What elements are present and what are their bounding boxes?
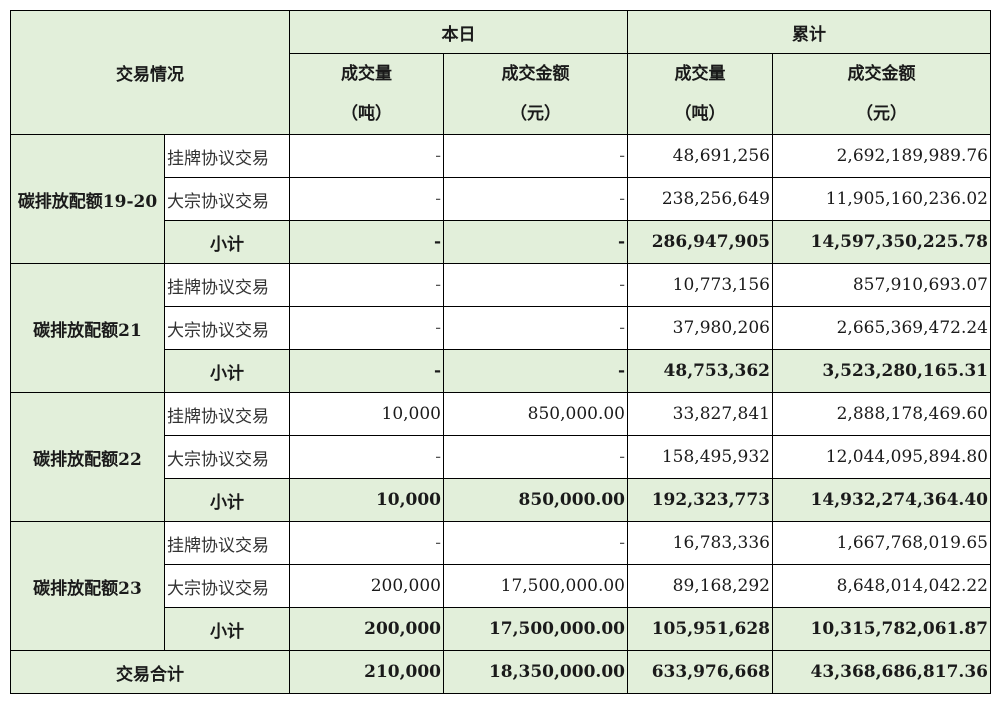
today-volume-cell: 10,000 (289, 478, 444, 522)
today-amount-cell: 850,000.00 (443, 478, 628, 522)
today-volume-cell: 200,000 (289, 564, 444, 608)
today-amount-cell: - (443, 263, 628, 307)
today-amount-cell: - (443, 177, 628, 221)
header-cum-amount-label: 成交金额 (847, 64, 916, 84)
today-amount-cell: - (443, 134, 628, 178)
total-label: 交易合计 (10, 650, 290, 694)
today-volume-cell: 200,000 (289, 607, 444, 651)
table-row: 碳排放配额21 挂牌协议交易 - - 10,773,156 857,910,69… (10, 263, 991, 393)
subtotal-label: 小计 (164, 220, 290, 264)
subtotal-label: 小计 (164, 349, 290, 393)
cum-amount-cell: 11,905,160,236.02 (772, 177, 991, 221)
table-row: 大宗协议交易 200,000 17,500,000.00 89,168,292 … (11, 564, 991, 608)
today-amount-cell: - (443, 220, 628, 264)
header-today-volume-label: 成交量 (341, 64, 392, 84)
subtotal-row: 小计 200,000 17,500,000.00 105,951,628 10,… (11, 607, 991, 651)
header-cum-amount: 成交金额 （元） (772, 53, 991, 135)
today-volume-cell: 10,000 (289, 392, 444, 436)
cum-volume-cell: 192,323,773 (627, 478, 773, 522)
today-volume-cell: - (289, 177, 444, 221)
cum-amount-cell: 2,665,369,472.24 (772, 306, 991, 350)
cum-amount-cell: 3,523,280,165.31 (772, 349, 991, 393)
cum-amount-cell: 2,888,178,469.60 (772, 392, 991, 436)
total-today-amount: 18,350,000.00 (443, 650, 628, 694)
method-cell: 大宗协议交易 (164, 177, 290, 221)
today-amount-cell: 17,500,000.00 (443, 564, 628, 608)
product-cell: 碳排放配额21 (10, 263, 165, 393)
table-row: 碳排放配额23 挂牌协议交易 - - 16,783,336 1,667,768,… (10, 521, 991, 651)
today-volume-cell: - (289, 263, 444, 307)
total-today-volume: 210,000 (289, 650, 444, 694)
cum-amount-cell: 12,044,095,894.80 (772, 435, 991, 479)
product-cell: 碳排放配额19-20 (10, 134, 165, 264)
cum-volume-cell: 37,980,206 (627, 306, 773, 350)
cum-volume-cell: 16,783,336 (627, 521, 773, 565)
today-amount-cell: - (443, 521, 628, 565)
header-today-amount-unit: （元） (510, 104, 561, 124)
subtotal-row: 小计 - - 286,947,905 14,597,350,225.78 (11, 220, 991, 264)
table-row: 碳排放配额22 挂牌协议交易 10,000 850,000.00 33,827,… (10, 392, 991, 522)
total-cum-amount: 43,368,686,817.36 (772, 650, 991, 694)
today-amount-cell: 17,500,000.00 (443, 607, 628, 651)
header-trading-status: 交易情况 (10, 10, 290, 135)
cum-amount-cell: 2,692,189,989.76 (772, 134, 991, 178)
header-cum-volume: 成交量 （吨） (627, 53, 773, 135)
method-cell: 挂牌协议交易 (164, 521, 290, 565)
cum-volume-cell: 48,753,362 (627, 349, 773, 393)
subtotal-label: 小计 (164, 607, 290, 651)
table-row: 大宗协议交易 - - 238,256,649 11,905,160,236.02 (11, 177, 991, 221)
cum-amount-cell: 1,667,768,019.65 (772, 521, 991, 565)
method-cell: 大宗协议交易 (164, 435, 290, 479)
header-today-volume-unit: （吨） (341, 104, 392, 124)
cum-amount-cell: 14,932,274,364.40 (772, 478, 991, 522)
header-today-amount-label: 成交金额 (501, 64, 570, 84)
today-volume-cell: - (289, 134, 444, 178)
product-cell: 碳排放配额23 (10, 521, 165, 651)
today-volume-cell: - (289, 306, 444, 350)
header-today-amount: 成交金额 （元） (443, 53, 628, 135)
table-row: 大宗协议交易 - - 37,980,206 2,665,369,472.24 (11, 306, 991, 350)
method-cell: 挂牌协议交易 (164, 134, 290, 178)
cum-amount-cell: 857,910,693.07 (772, 263, 991, 307)
carbon-trading-table: 交易情况 本日 累计 成交量 （吨） 成交金额 （元） 成交量 （吨） 成交金额… (10, 10, 991, 694)
today-volume-cell: - (289, 435, 444, 479)
cum-amount-cell: 8,648,014,042.22 (772, 564, 991, 608)
cum-volume-cell: 10,773,156 (627, 263, 773, 307)
method-cell: 挂牌协议交易 (164, 263, 290, 307)
cum-volume-cell: 158,495,932 (627, 435, 773, 479)
method-cell: 挂牌协议交易 (164, 392, 290, 436)
header-cum-volume-unit: （吨） (674, 104, 726, 124)
today-amount-cell: 850,000.00 (443, 392, 628, 436)
cum-volume-cell: 238,256,649 (627, 177, 773, 221)
product-cell: 碳排放配额22 (10, 392, 165, 522)
header-cum-volume-label: 成交量 (674, 64, 726, 84)
method-cell: 大宗协议交易 (164, 564, 290, 608)
today-amount-cell: - (443, 306, 628, 350)
method-cell: 大宗协议交易 (164, 306, 290, 350)
cum-volume-cell: 48,691,256 (627, 134, 773, 178)
cum-amount-cell: 10,315,782,061.87 (772, 607, 991, 651)
header-cum-amount-unit: （元） (856, 104, 907, 124)
header-today-volume: 成交量 （吨） (289, 53, 444, 135)
total-row: 交易合计 210,000 18,350,000.00 633,976,668 4… (10, 650, 991, 694)
subtotal-row: 小计 - - 48,753,362 3,523,280,165.31 (11, 349, 991, 393)
cum-volume-cell: 286,947,905 (627, 220, 773, 264)
cum-volume-cell: 89,168,292 (627, 564, 773, 608)
total-cum-volume: 633,976,668 (627, 650, 773, 694)
today-volume-cell: - (289, 220, 444, 264)
cum-volume-cell: 105,951,628 (627, 607, 773, 651)
cum-volume-cell: 33,827,841 (627, 392, 773, 436)
subtotal-label: 小计 (164, 478, 290, 522)
today-volume-cell: - (289, 349, 444, 393)
today-amount-cell: - (443, 435, 628, 479)
table-row: 碳排放配额19-20 挂牌协议交易 - - 48,691,256 2,692,1… (10, 134, 991, 264)
header-today: 本日 (289, 10, 628, 54)
today-volume-cell: - (289, 521, 444, 565)
today-amount-cell: - (443, 349, 628, 393)
header-cumulative: 累计 (627, 10, 991, 54)
cum-amount-cell: 14,597,350,225.78 (772, 220, 991, 264)
